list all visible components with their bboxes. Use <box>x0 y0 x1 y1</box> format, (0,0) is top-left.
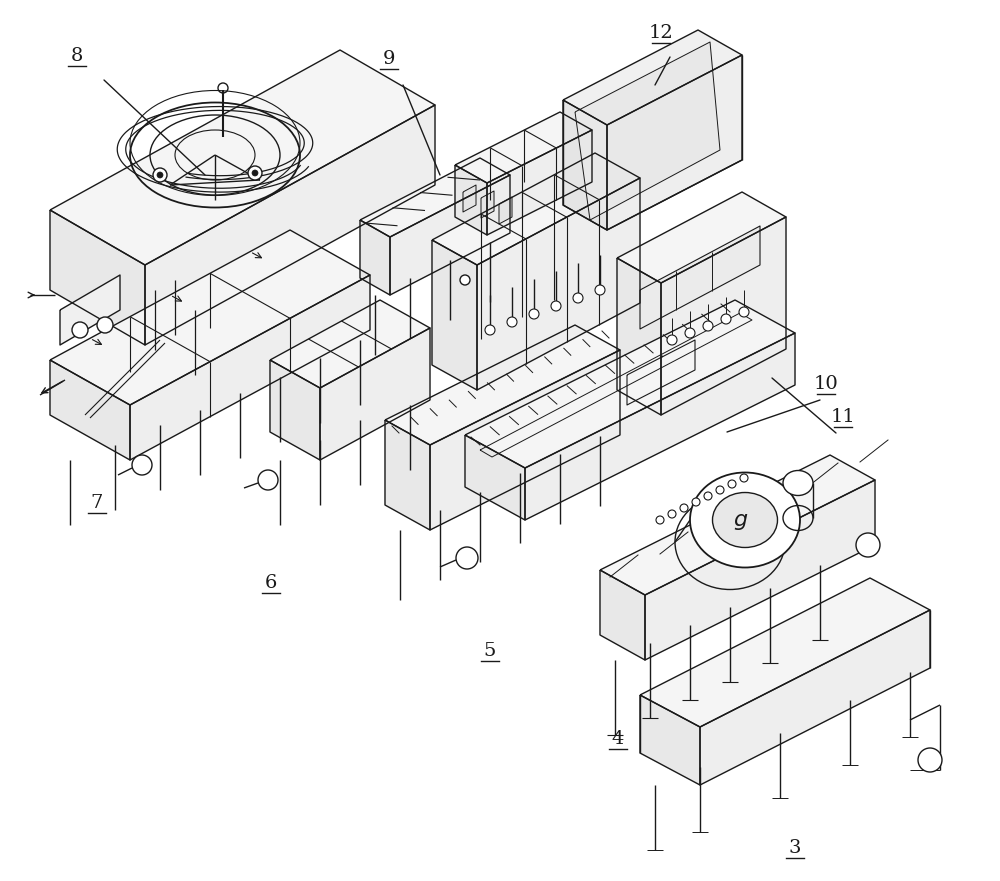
Polygon shape <box>145 105 435 345</box>
Circle shape <box>258 470 278 490</box>
Circle shape <box>656 516 664 524</box>
Polygon shape <box>607 55 742 230</box>
Circle shape <box>573 293 583 303</box>
Polygon shape <box>60 275 120 345</box>
Polygon shape <box>627 340 695 405</box>
Polygon shape <box>50 210 145 345</box>
Text: 3: 3 <box>789 839 801 857</box>
Text: 8: 8 <box>71 47 83 65</box>
Polygon shape <box>50 360 130 460</box>
Circle shape <box>692 498 700 506</box>
Polygon shape <box>360 220 390 295</box>
Circle shape <box>668 510 676 518</box>
Polygon shape <box>617 258 661 415</box>
Polygon shape <box>487 130 592 235</box>
Circle shape <box>460 275 470 285</box>
Circle shape <box>97 317 113 333</box>
Ellipse shape <box>690 472 800 567</box>
Text: 6: 6 <box>265 574 277 592</box>
Text: 7: 7 <box>91 494 103 512</box>
Ellipse shape <box>712 492 778 547</box>
Circle shape <box>739 307 749 317</box>
Circle shape <box>551 301 561 311</box>
Polygon shape <box>130 275 370 460</box>
Text: g: g <box>733 510 747 530</box>
Polygon shape <box>563 30 742 125</box>
Polygon shape <box>50 50 435 265</box>
Text: 9: 9 <box>383 50 395 68</box>
Circle shape <box>595 285 605 295</box>
Circle shape <box>507 317 517 327</box>
Polygon shape <box>320 328 430 460</box>
Polygon shape <box>455 112 592 183</box>
Circle shape <box>721 314 731 324</box>
Circle shape <box>485 325 495 335</box>
Polygon shape <box>432 153 640 265</box>
Polygon shape <box>385 325 620 445</box>
Polygon shape <box>525 333 795 520</box>
Circle shape <box>252 170 258 176</box>
Polygon shape <box>481 191 494 218</box>
Circle shape <box>218 83 228 93</box>
Polygon shape <box>50 230 370 405</box>
Polygon shape <box>600 455 875 595</box>
Circle shape <box>667 335 677 345</box>
Polygon shape <box>640 578 930 727</box>
Polygon shape <box>270 360 320 460</box>
Polygon shape <box>360 158 510 237</box>
Circle shape <box>703 321 713 331</box>
Circle shape <box>728 480 736 488</box>
Polygon shape <box>645 480 875 660</box>
Polygon shape <box>617 192 786 283</box>
Text: 10: 10 <box>814 375 838 393</box>
Polygon shape <box>640 695 700 785</box>
Polygon shape <box>465 435 525 520</box>
Text: 5: 5 <box>484 642 496 660</box>
Polygon shape <box>575 42 720 220</box>
Polygon shape <box>465 300 795 468</box>
Polygon shape <box>430 350 620 530</box>
Circle shape <box>680 504 688 512</box>
Polygon shape <box>499 197 512 224</box>
Circle shape <box>716 486 724 494</box>
Polygon shape <box>477 178 640 390</box>
Ellipse shape <box>783 470 813 495</box>
Polygon shape <box>455 165 487 235</box>
Circle shape <box>132 455 152 475</box>
Polygon shape <box>640 226 760 329</box>
Circle shape <box>685 328 695 338</box>
Polygon shape <box>270 300 430 388</box>
Circle shape <box>856 533 880 557</box>
Circle shape <box>740 474 748 482</box>
Circle shape <box>529 309 539 319</box>
Circle shape <box>456 547 478 569</box>
Circle shape <box>72 322 88 338</box>
Circle shape <box>248 166 262 180</box>
Polygon shape <box>390 175 510 295</box>
Polygon shape <box>563 100 607 230</box>
Circle shape <box>157 172 163 178</box>
Circle shape <box>918 748 942 772</box>
Circle shape <box>704 492 712 500</box>
Polygon shape <box>432 240 477 390</box>
Circle shape <box>153 168 167 182</box>
Text: 12: 12 <box>649 24 673 42</box>
Polygon shape <box>661 217 786 415</box>
Polygon shape <box>463 185 476 212</box>
Polygon shape <box>385 420 430 530</box>
Text: 11: 11 <box>831 408 855 426</box>
Polygon shape <box>700 610 930 785</box>
Polygon shape <box>600 570 645 660</box>
Text: 4: 4 <box>612 730 624 748</box>
